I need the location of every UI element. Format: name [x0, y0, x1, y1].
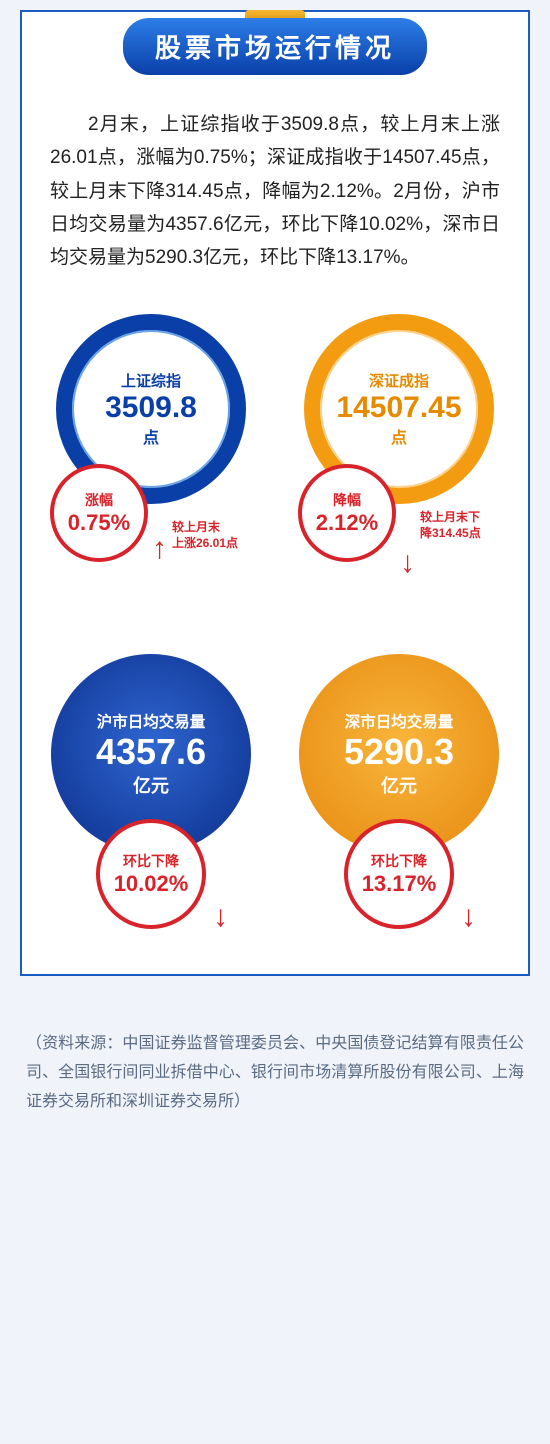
pct-circle: 环比下降 13.17%	[344, 819, 454, 929]
disc-label: 沪市日均交易量	[97, 710, 206, 732]
pct-value: 13.17%	[362, 871, 437, 897]
header-bar: 股票市场运行情况	[22, 18, 528, 78]
note-line1: 较上月末	[172, 520, 220, 534]
note-line2: 上涨26.01点	[172, 536, 238, 550]
metric-shenzhen-index: 深证成指 14507.45 点 降幅 2.12% 较上月末下 降314.45点 …	[280, 314, 518, 594]
disc-unit: 亿元	[133, 772, 169, 798]
data-source-footer: （资料来源：中国证券监督管理委员会、中央国债登记结算有限责任公司、全国银行间同业…	[0, 1006, 550, 1156]
ring-unit: 点	[391, 424, 407, 448]
ring-label: 上证综指	[121, 370, 181, 391]
disc-value: 5290.3	[344, 732, 454, 772]
intro-paragraph: 2月末，上证综指收于3509.8点，较上月末上涨26.01点，涨幅为0.75%；…	[22, 78, 528, 294]
arrow-up-icon: ↑	[152, 532, 167, 566]
info-card: 股票市场运行情况 2月末，上证综指收于3509.8点，较上月末上涨26.01点，…	[20, 10, 530, 976]
note-line1: 较上月末下	[420, 510, 480, 524]
pct-value: 2.12%	[316, 510, 378, 536]
pct-label: 降幅	[333, 490, 361, 510]
metric-shanghai-index: 上证综指 3509.8 点 涨幅 0.75% ↑ 较上月末 上涨26.01点	[32, 314, 270, 594]
metric-shanghai-volume: 沪市日均交易量 4357.6 亿元 环比下降 10.02% ↓	[32, 654, 270, 934]
circle-grid: 上证综指 3509.8 点 涨幅 0.75% ↑ 较上月末 上涨26.01点 深…	[22, 294, 528, 944]
pct-value: 0.75%	[68, 510, 130, 536]
change-note: 较上月末下 降314.45点	[420, 509, 520, 541]
note-line2: 降314.45点	[420, 526, 481, 540]
disc-value: 4357.6	[96, 732, 206, 772]
disc-label: 深市日均交易量	[345, 710, 454, 732]
pct-circle: 降幅 2.12%	[298, 464, 396, 562]
ring-unit: 点	[143, 424, 159, 448]
ring-label: 深证成指	[369, 370, 429, 391]
header-decoration	[245, 10, 305, 18]
metric-shenzhen-volume: 深市日均交易量 5290.3 亿元 环比下降 13.17% ↓	[280, 654, 518, 934]
pct-label: 环比下降	[123, 851, 179, 871]
arrow-down-icon: ↓	[400, 546, 415, 580]
change-note: 较上月末 上涨26.01点	[172, 519, 272, 551]
arrow-down-icon: ↓	[213, 900, 228, 934]
arrow-down-icon: ↓	[461, 900, 476, 934]
header-title: 股票市场运行情况	[123, 18, 427, 75]
pct-circle: 环比下降 10.02%	[96, 819, 206, 929]
pct-label: 环比下降	[371, 851, 427, 871]
pct-value: 10.02%	[114, 871, 189, 897]
disc-unit: 亿元	[381, 772, 417, 798]
pct-label: 涨幅	[85, 490, 113, 510]
ring-value: 3509.8	[105, 391, 197, 424]
ring-value: 14507.45	[336, 391, 461, 424]
pct-circle: 涨幅 0.75%	[50, 464, 148, 562]
